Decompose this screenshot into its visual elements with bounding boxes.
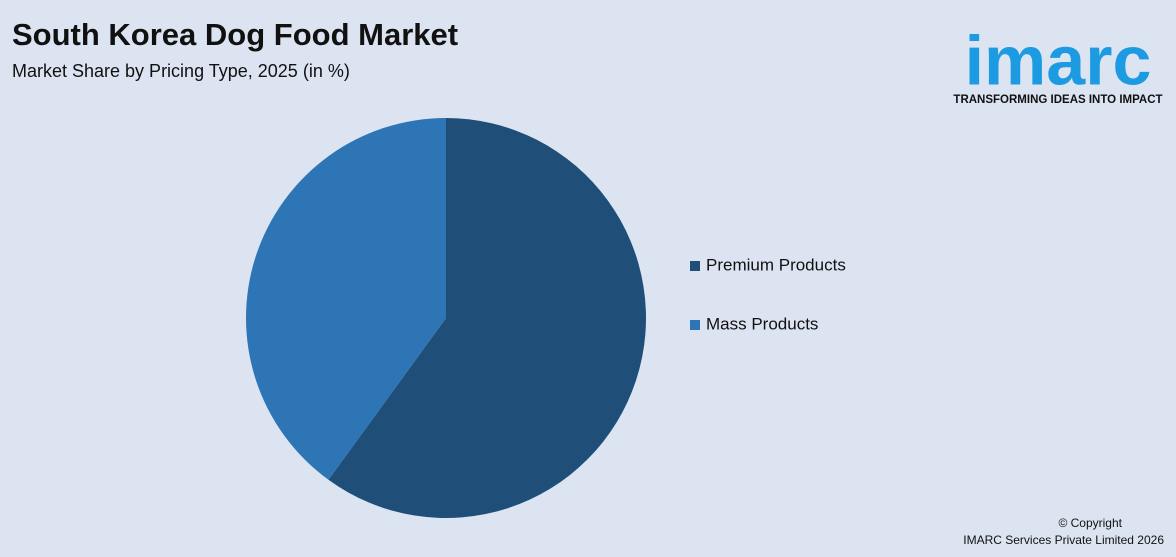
chart-subtitle: Market Share by Pricing Type, 2025 (in %…	[12, 61, 350, 81]
pie-slice	[246, 117, 446, 480]
chart-title: South Korea Dog Food Market	[12, 17, 458, 52]
legend-swatch	[690, 261, 700, 271]
tagline: TRANSFORMING IDEAS INTO IMPACT	[953, 94, 1162, 106]
pie-slice	[328, 118, 646, 519]
logo: imarc	[965, 21, 1152, 99]
legend-swatch	[690, 320, 700, 330]
copyright: © Copyright	[1058, 516, 1122, 530]
legend-label: Mass Products	[706, 314, 818, 333]
legend-label: Premium Products	[706, 255, 846, 274]
copyright-owner: IMARC Services Private Limited 2026	[963, 533, 1164, 547]
